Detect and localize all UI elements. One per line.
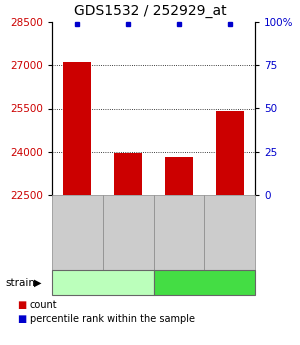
Text: GSM45208: GSM45208 [73,208,82,257]
Text: strain: strain [5,277,35,287]
Text: count: count [30,300,58,310]
Bar [114,153,142,195]
Text: ▶: ▶ [34,277,42,287]
Bar [216,111,244,195]
Text: AOX anti-sense: AOX anti-sense [165,277,244,287]
Bar [165,157,193,195]
Text: ■: ■ [17,314,27,324]
Text: GSM45209: GSM45209 [124,208,133,257]
Bar [63,62,91,195]
Text: wild-type: wild-type [79,277,127,287]
Text: GDS1532 / 252929_at: GDS1532 / 252929_at [74,4,226,18]
Text: ■: ■ [17,300,27,310]
Text: percentile rank within the sample: percentile rank within the sample [30,314,195,324]
Text: GSM45231: GSM45231 [174,208,183,257]
Text: GSM45278: GSM45278 [225,208,234,257]
